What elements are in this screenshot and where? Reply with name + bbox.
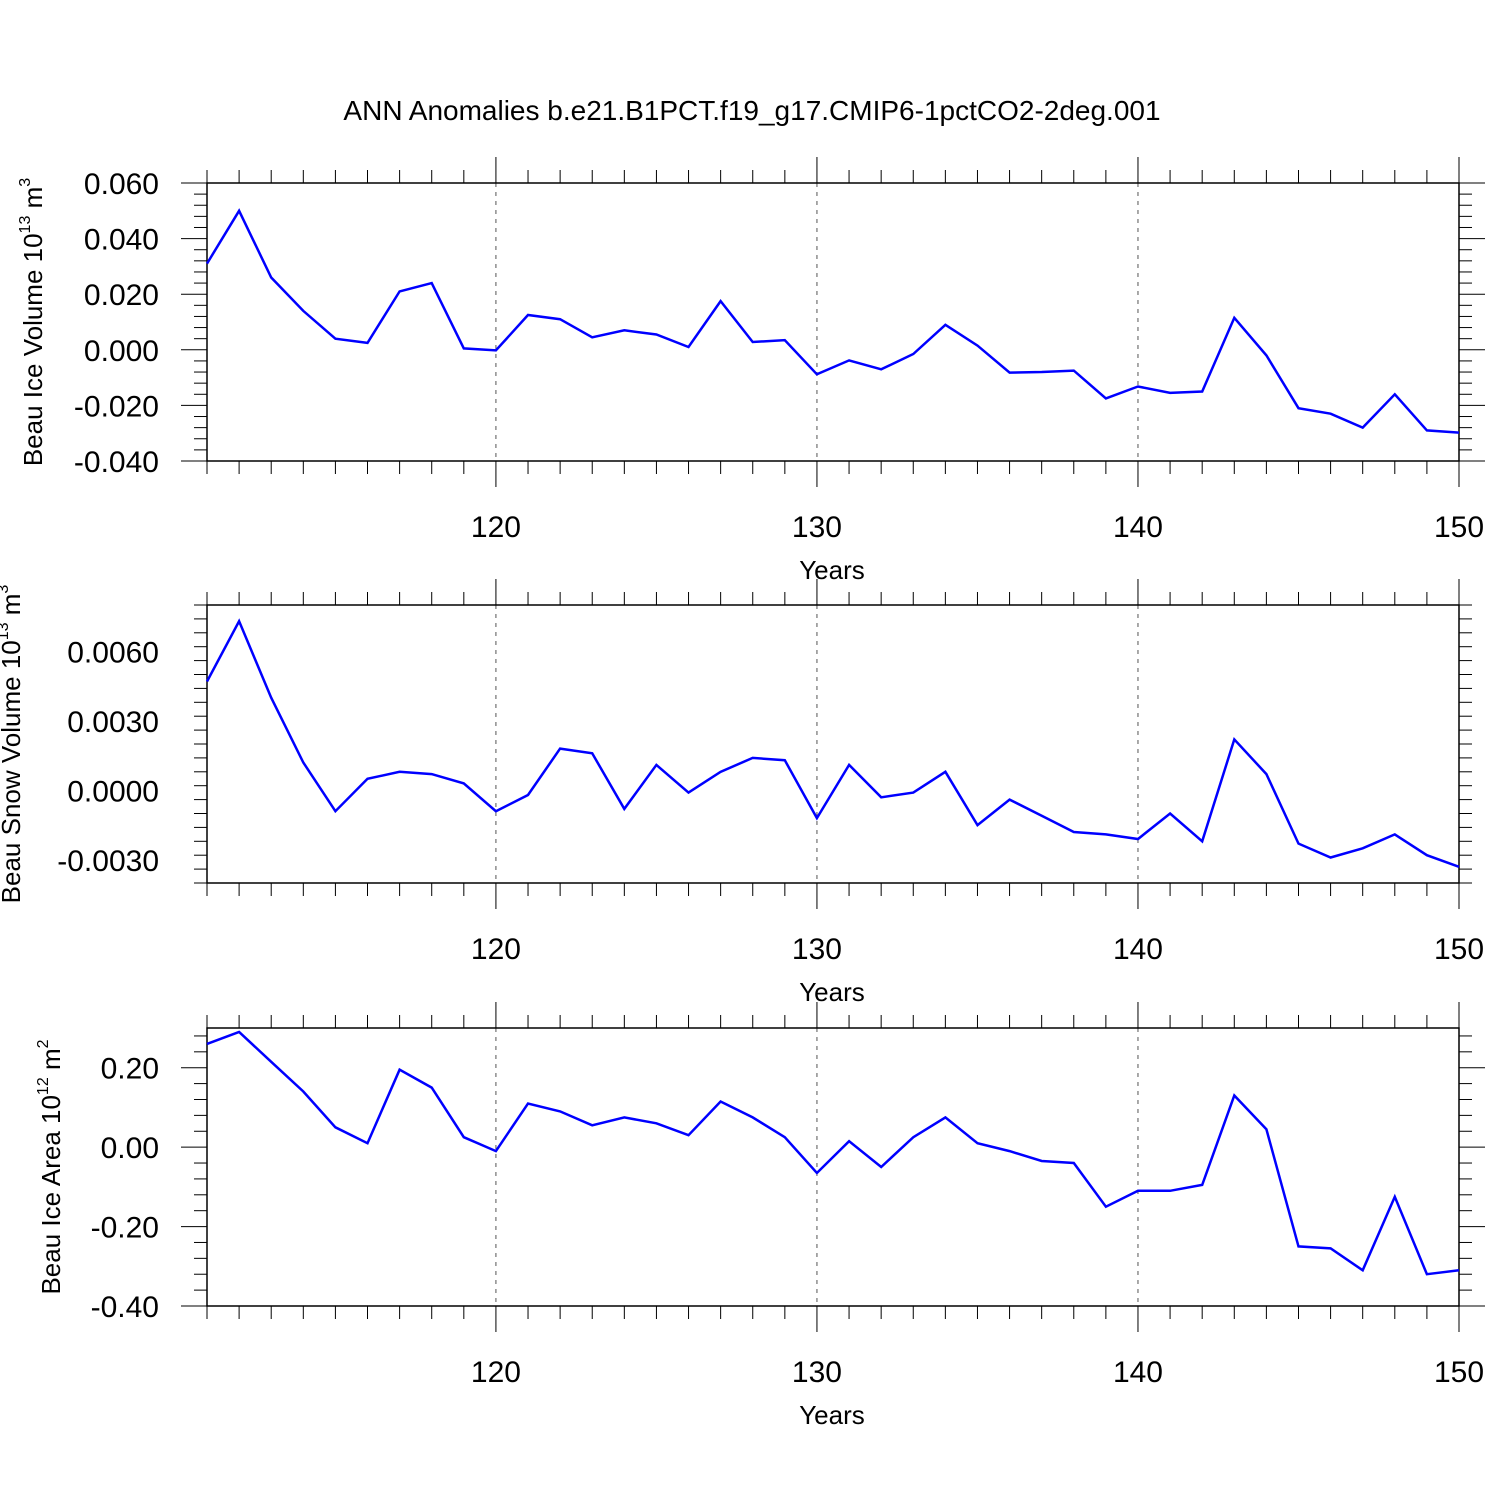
- series-line: [205, 618, 1460, 868]
- series-line: [206, 1030, 1460, 1276]
- y-axis-label-exponent: 13: [17, 216, 34, 234]
- x-tick-label: 150: [1434, 933, 1484, 966]
- y-axis-label-exponent: 13: [0, 622, 12, 640]
- x-axis-label: Years: [799, 1400, 865, 1430]
- plot-frame: [206, 604, 1460, 884]
- x-tick-label: 130: [792, 511, 842, 544]
- chart-panel-1: 120 130 140 150 -0.040 -0.020 0.000 0.020 0.040 0…: [17, 157, 1485, 585]
- y-axis-label: Beau Ice Volume 1013 m3: [17, 178, 48, 466]
- y-axis-label-unit-exponent: 3: [17, 178, 34, 187]
- y-tick-label: 0.000: [84, 335, 159, 368]
- x-tick-label: 140: [1113, 1356, 1163, 1389]
- x-tick-label: 150: [1434, 511, 1484, 544]
- x-tick-label: 120: [471, 511, 521, 544]
- y-axis-label-main: Beau Ice Area 10: [36, 1095, 66, 1294]
- panels: 120 130 140 150 -0.040 -0.020 0.000 0.020 0.040 0…: [0, 157, 1485, 1430]
- y-tick-label: 0.0000: [67, 775, 159, 808]
- y-tick-label: 0.0060: [67, 636, 159, 669]
- y-tick-label: 0.060: [84, 168, 159, 201]
- y-axis-label-unit-exponent: 3: [0, 585, 12, 594]
- x-tick-label: 150: [1434, 1356, 1484, 1389]
- x-tick-label: 140: [1113, 933, 1163, 966]
- y-tick-label: 0.00: [101, 1132, 159, 1165]
- x-axis-label: Years: [799, 555, 865, 585]
- chart-title: ANN Anomalies b.e21.B1PCT.f19_g17.CMIP6-…: [343, 95, 1160, 126]
- chart-panel-2: 120 130 140 150 -0.0030 0.0000 0.0030 0.0060 Yea…: [0, 579, 1484, 1007]
- y-tick-label: -0.040: [74, 446, 159, 479]
- x-axis-label: Years: [799, 977, 865, 1007]
- y-axis-label-unit: m: [36, 1048, 66, 1077]
- y-tick-label: 0.020: [84, 279, 159, 312]
- y-axis-label-unit-exponent: 2: [35, 1039, 52, 1048]
- series-line: [205, 208, 1460, 434]
- y-axis-label-exponent: 12: [35, 1077, 52, 1095]
- y-tick-label: 0.040: [84, 224, 159, 257]
- y-axis-label-unit: m: [0, 594, 26, 623]
- x-tick-label: 120: [471, 933, 521, 966]
- y-tick-label: -0.40: [91, 1291, 159, 1324]
- y-axis-label-main: Beau Snow Volume 10: [0, 640, 26, 903]
- y-tick-label: -0.0030: [57, 845, 159, 878]
- y-tick-label: 0.0030: [67, 706, 159, 739]
- y-axis-label: Beau Snow Volume 1013 m3: [0, 585, 26, 904]
- y-axis-label-main: Beau Ice Volume 10: [18, 233, 48, 466]
- y-tick-label: -0.20: [91, 1212, 159, 1245]
- chart-panel-3: 120 130 140 150 -0.40 -0.20 0.00 0.20 Years Beau …: [35, 1002, 1485, 1430]
- y-tick-label: -0.020: [74, 390, 159, 423]
- plot-frame: [206, 1027, 1460, 1307]
- y-tick-label: 0.20: [101, 1053, 159, 1086]
- x-tick-label: 130: [792, 933, 842, 966]
- y-axis-label-unit: m: [18, 187, 48, 216]
- y-axis-label: Beau Ice Area 1012 m2: [35, 1039, 66, 1294]
- x-tick-label: 140: [1113, 511, 1163, 544]
- plot-frame: [206, 182, 1460, 462]
- x-tick-label: 120: [471, 1356, 521, 1389]
- x-tick-label: 130: [792, 1356, 842, 1389]
